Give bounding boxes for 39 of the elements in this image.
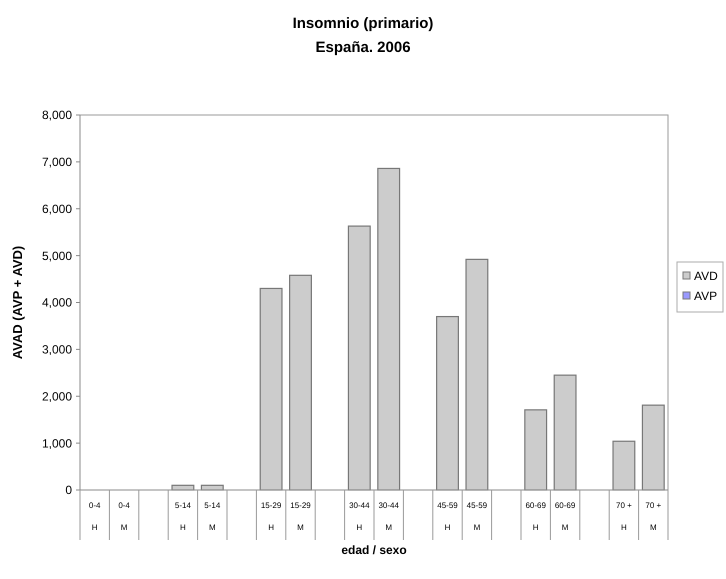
bar — [465, 258, 488, 491]
y-tick-label: 2,000 — [42, 389, 72, 404]
bar — [642, 404, 665, 491]
y-tick-label: 3,000 — [42, 342, 72, 357]
y-axis-title: AVAD (AVP + AVD) — [10, 246, 25, 360]
category-label: 0-4 H — [88, 501, 100, 532]
category-label: 30-44 H — [349, 501, 370, 532]
legend-label: AVD — [694, 269, 718, 284]
y-tick-label: 1,000 — [42, 436, 72, 450]
category-label: 0-4 M — [118, 501, 130, 532]
bar — [524, 409, 548, 491]
bar — [377, 168, 400, 491]
y-tick-label: 6,000 — [42, 202, 72, 216]
category-label: 30-44 M — [378, 501, 399, 532]
bar — [289, 274, 312, 491]
y-tick-label: 7,000 — [42, 155, 72, 170]
category-label: 60-69 M — [554, 501, 576, 532]
bar — [348, 225, 371, 491]
bar — [554, 374, 577, 491]
legend-label: AVP — [694, 289, 718, 304]
chart-subtitle: España. 2006 — [315, 39, 411, 56]
chart-title: Insomnio (primario) — [292, 15, 434, 32]
category-label: 60-69 H — [525, 501, 546, 532]
x-axis-title: edad / sexo — [341, 543, 407, 557]
y-tick-label: 4,000 — [42, 296, 72, 310]
category-label: 15-29 H — [260, 501, 282, 532]
category-label: 45-59 H — [437, 501, 458, 532]
category-label: 70 + M — [645, 501, 662, 532]
bar — [612, 440, 636, 491]
category-label: 45-59 M — [466, 501, 488, 532]
y-tick-label: 8,000 — [42, 108, 72, 122]
y-tick-label: 0 — [65, 483, 72, 498]
bar — [436, 316, 459, 491]
category-label: 5-14 M — [204, 501, 220, 532]
category-label: 15-29 M — [290, 501, 311, 532]
category-label: 5-14 H — [174, 501, 191, 532]
bar — [260, 288, 283, 491]
category-label: 70 + H — [616, 501, 632, 532]
y-tick-label: 5,000 — [42, 248, 72, 263]
